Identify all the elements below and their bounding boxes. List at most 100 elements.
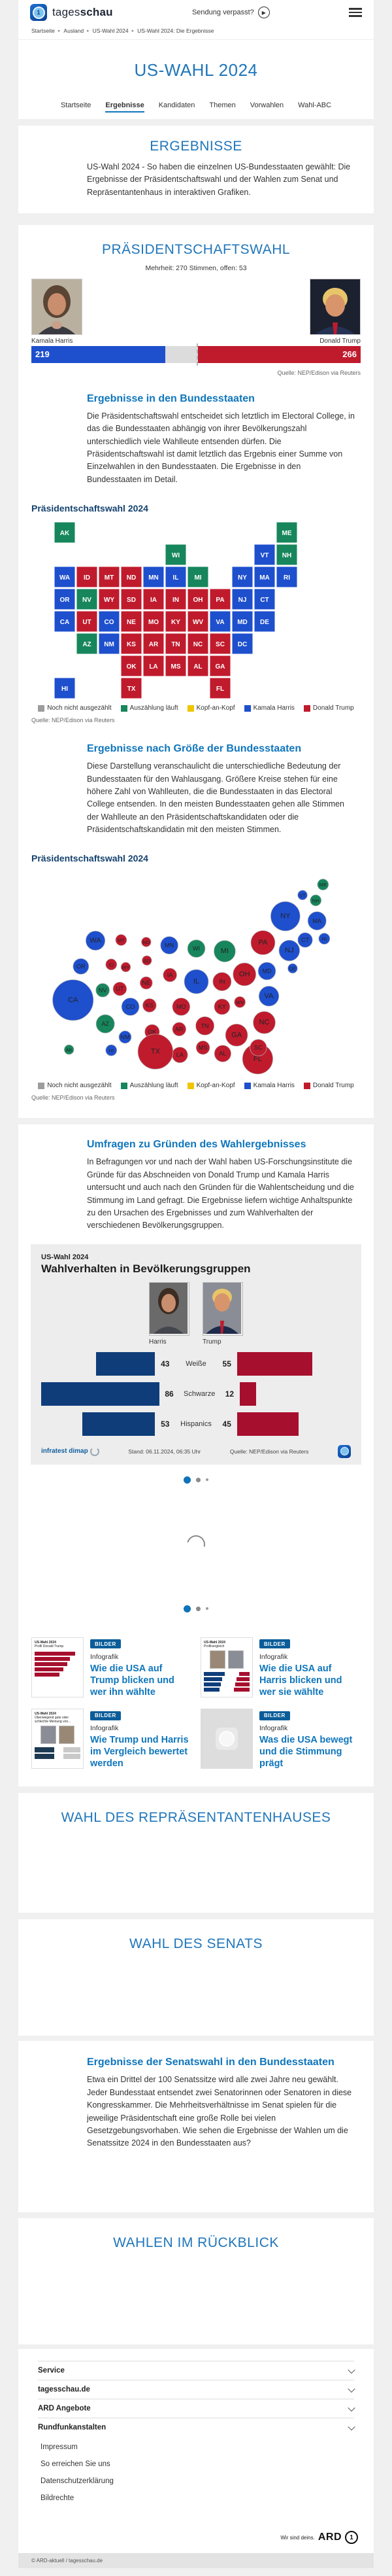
svg-text:DC: DC: [238, 641, 247, 648]
footer-accordion-tagesschau[interactable]: tagesschau.de: [38, 2380, 355, 2399]
svg-text:DE: DE: [260, 619, 269, 626]
carousel-dots[interactable]: [18, 1605, 374, 1612]
size-text: Diese Darstellung veranschaulicht die un…: [87, 761, 345, 835]
svg-text:MI: MI: [221, 948, 229, 956]
svg-text:NC: NC: [193, 641, 203, 648]
carousel-dots[interactable]: [18, 1476, 374, 1484]
state-map[interactable]: AL AK AZ AR CA CO CT DE DC FL GA HI ID IL IN IA KS KY LA ME…: [18, 520, 374, 701]
sendung-verpasst-link[interactable]: Sendung verpasst? ▶: [192, 7, 270, 18]
svg-text:ID: ID: [108, 962, 114, 968]
svg-text:AZ: AZ: [101, 1021, 109, 1028]
teaser-thumbnail: US-Wahl 2024 Profilvergleich: [201, 1637, 253, 1697]
footer-link-datenschutz[interactable]: Datenschutzerklärung: [41, 2477, 114, 2486]
map-state-NH: [276, 544, 298, 566]
chart-heading: Wahlverhalten in Bevölkerungsgruppen: [41, 1262, 251, 1275]
footer-link-kontakt[interactable]: So erreichen Sie uns: [41, 2460, 110, 2469]
source-note: Quelle: NEP/Edison via Reuters: [277, 369, 361, 376]
tagesschau-logo[interactable]: 1 tagesschau: [30, 4, 113, 21]
svg-text:LA: LA: [176, 1052, 184, 1058]
bubble-state-AZ: [95, 1015, 115, 1034]
svg-text:OH: OH: [239, 971, 250, 979]
tagesschau-wordmark: tagesschau: [52, 6, 113, 18]
svg-text:CT: CT: [260, 597, 269, 604]
breadcrumb-item[interactable]: Startseite: [31, 27, 55, 34]
footer-accordion-service[interactable]: Service: [38, 2361, 355, 2380]
teaser-stimmung[interactable]: BILDER Infografik Was die USA bewegt und…: [201, 1709, 361, 1769]
menu-icon[interactable]: [349, 8, 362, 17]
tab-themen[interactable]: Themen: [209, 101, 236, 109]
map-state-KY: [165, 610, 187, 633]
tab-wahl-abc[interactable]: Wahl-ABC: [298, 101, 332, 109]
dot[interactable]: [196, 1606, 201, 1611]
sendung-verpasst-label: Sendung verpasst?: [191, 9, 254, 16]
teaser-thumbnail: US-Wahl 2024 Überwiegend gute oder schle…: [31, 1709, 84, 1769]
bubble-state-AL: [214, 1045, 231, 1063]
teaser-title[interactable]: Wie die USA auf Trump blicken und wer ih…: [90, 1663, 174, 1697]
teaser-harris-profil[interactable]: US-Wahl 2024 Profilvergleich BILDER Info…: [201, 1637, 361, 1698]
section-tabs: Startseite Ergebnisse Kandidaten Themen …: [18, 97, 374, 119]
footer-accordion-ard[interactable]: ARD Angebote: [38, 2399, 355, 2418]
teaser-title[interactable]: Wie die USA auf Harris blicken und wer s…: [259, 1663, 342, 1697]
dot[interactable]: [206, 1607, 208, 1610]
bubble-state-HI: [105, 1045, 118, 1056]
footer-link-bildrechte[interactable]: Bildrechte: [41, 2494, 74, 2503]
electoral-vote-bar: 219 266: [31, 343, 361, 366]
dot[interactable]: [206, 1478, 208, 1482]
teaser-title[interactable]: Was die USA bewegt und die Stimmung präg…: [259, 1735, 353, 1769]
svg-text:DE: DE: [289, 966, 297, 972]
dot[interactable]: [196, 1477, 201, 1482]
dot-active[interactable]: [184, 1605, 191, 1612]
header: 1 tagesschau Sendung verpasst? ▶ Startse…: [18, 0, 374, 119]
footer-accordion-rundfunk[interactable]: Rundfunkanstalten: [38, 2418, 355, 2437]
svg-text:HI: HI: [108, 1048, 114, 1054]
senatswahl-heading: Ergebnisse der Senatswahl in den Bundess…: [87, 2057, 335, 2068]
tab-startseite[interactable]: Startseite: [60, 101, 91, 109]
breadcrumb-item[interactable]: US-Wahl 2024: Die Ergebnisse: [137, 27, 214, 34]
svg-text:AL: AL: [193, 663, 202, 670]
praesidentschaftswahl-section: PRÄSIDENTSCHAFTSWAHL Mehrheit: 270 Stimm…: [18, 224, 374, 1119]
svg-text:VA: VA: [216, 619, 224, 626]
svg-text:SD: SD: [127, 597, 136, 604]
svg-text:SC: SC: [216, 641, 225, 648]
footer-link-impressum[interactable]: Impressum: [41, 2443, 78, 2452]
svg-text:NV: NV: [82, 597, 91, 604]
bilder-badge: BILDER: [90, 1639, 121, 1649]
map-state-UT: [76, 610, 98, 633]
bilder-badge: BILDER: [259, 1639, 290, 1649]
repraesentantenhaus-title: WAHL DES REPRÄSENTANTENHAUSES: [61, 1810, 331, 1826]
map-state-ND: [120, 566, 142, 588]
tab-ergebnisse[interactable]: Ergebnisse: [105, 101, 144, 113]
bubble-map[interactable]: AL AK AZ AR CA CO CT DE FL GA HI ID IL IN IA KS KY LA ME MD…: [18, 870, 374, 1078]
bubble-state-TN: [195, 1017, 215, 1036]
map-state-SD: [120, 588, 142, 610]
map-title: Präsidentschaftswahl 2024: [31, 503, 148, 514]
teaser-trump-profil[interactable]: US-Wahl 2024 Profil Donald Trump BILDER …: [31, 1637, 191, 1698]
svg-text:NH: NH: [312, 898, 319, 904]
map-state-AK: [54, 521, 76, 544]
ergebnisse-intro: US-Wahl 2024 - So haben die einzelnen US…: [87, 162, 351, 197]
svg-text:WV: WV: [193, 619, 203, 626]
map-state-PA: [209, 588, 231, 610]
svg-text:NY: NY: [280, 913, 291, 920]
breadcrumb-item[interactable]: Ausland: [63, 27, 84, 34]
teaser-vergleich[interactable]: US-Wahl 2024 Überwiegend gute oder schle…: [31, 1709, 191, 1769]
dot-active[interactable]: [184, 1476, 191, 1484]
breadcrumb: Startseite ▸ Ausland ▸ US-Wahl 2024 ▸ US-Wa…: [18, 24, 374, 40]
page-title: US-WAHL 2024: [134, 60, 258, 80]
tab-vorwahlen[interactable]: Vorwahlen: [250, 101, 284, 109]
breadcrumb-item[interactable]: US-Wahl 2024: [92, 27, 129, 34]
svg-text:MO: MO: [176, 1003, 186, 1010]
globe-icon: [216, 1728, 238, 1750]
map-state-WV: [187, 610, 209, 633]
svg-text:NM: NM: [104, 641, 114, 648]
bubble-state-NH: [310, 895, 322, 907]
candidate-names: Kamala Harris Donald Trump: [31, 338, 361, 345]
map-state-VA: [209, 610, 231, 633]
harris-small-label: Harris: [149, 1338, 167, 1346]
tab-kandidaten[interactable]: Kandidaten: [158, 101, 195, 109]
svg-text:WI: WI: [172, 552, 180, 559]
svg-text:NV: NV: [99, 987, 108, 994]
loading-spinner-icon: [183, 1531, 209, 1557]
bubble-state-NJ: [278, 940, 301, 962]
teaser-title[interactable]: Wie Trump und Harris im Vergleich bewert…: [90, 1735, 189, 1769]
